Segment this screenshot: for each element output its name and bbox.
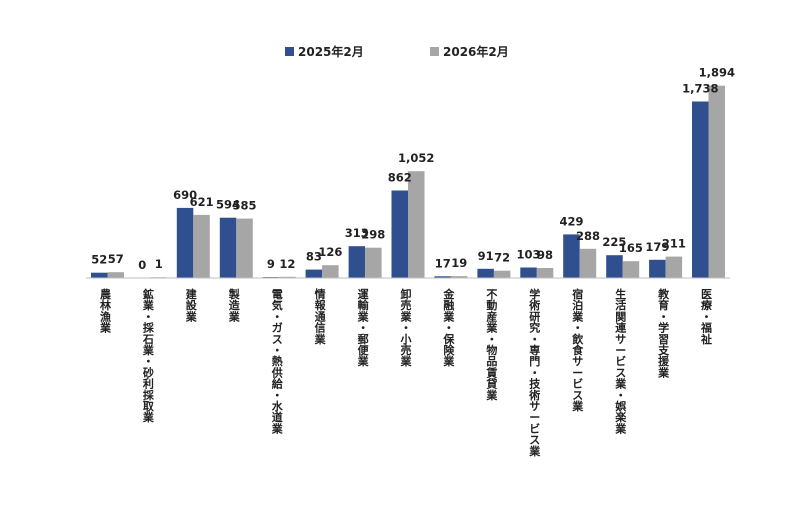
category-label-1: 鉱業・採石業・砂利採取業 bbox=[142, 287, 155, 424]
value-label-s1-c1: 1 bbox=[155, 257, 163, 271]
value-label-s1-c10: 98 bbox=[537, 248, 553, 262]
value-label-s0-c8: 17 bbox=[435, 256, 451, 270]
bar-s1-c11 bbox=[579, 248, 597, 278]
category-label-4: 電気・ガス・熱供給・水道業 bbox=[271, 288, 284, 435]
bar-s0-c5 bbox=[305, 269, 323, 278]
value-label-s1-c2: 621 bbox=[190, 195, 214, 209]
value-label-s1-c5: 126 bbox=[318, 245, 342, 259]
category-label-12: 生活関連サービス業・娯楽業 bbox=[614, 287, 627, 435]
bar-s0-c3 bbox=[219, 217, 237, 278]
value-label-s1-c13: 211 bbox=[662, 237, 686, 251]
category-label-10: 学術研究・専門・技術サービス業 bbox=[528, 287, 541, 458]
value-label-s1-c11: 288 bbox=[576, 229, 600, 243]
bar-s0-c8 bbox=[434, 276, 451, 278]
value-label-s0-c1: 0 bbox=[138, 258, 146, 272]
value-label-s0-c3: 594 bbox=[216, 198, 240, 212]
bar-s1-c10 bbox=[536, 268, 554, 278]
value-label-s0-c9: 91 bbox=[478, 249, 494, 263]
value-label-s0-c12: 225 bbox=[602, 235, 626, 249]
value-label-s1-c8: 19 bbox=[451, 256, 467, 270]
category-label-8: 金融業・保険業 bbox=[442, 287, 455, 368]
value-label-s0-c5: 83 bbox=[306, 250, 322, 264]
value-label-s0-c10: 103 bbox=[516, 248, 540, 262]
category-label-13: 教育・学習支援業 bbox=[657, 287, 670, 379]
bar-s1-c12 bbox=[622, 261, 640, 278]
bar-s1-c14 bbox=[708, 85, 725, 278]
value-label-s1-c0: 57 bbox=[108, 252, 124, 266]
bars-layer bbox=[91, 85, 725, 278]
legend-swatch-series-1 bbox=[430, 47, 439, 56]
bar-s1-c9 bbox=[493, 270, 511, 278]
bar-s1-c13 bbox=[665, 256, 683, 278]
value-label-s0-c14: 1,738 bbox=[682, 82, 718, 96]
value-label-s0-c7: 862 bbox=[388, 171, 412, 185]
legend: 2025年2月 2026年2月 bbox=[285, 44, 509, 59]
category-labels-layer: 農林漁業 鉱業・採石業・砂利採取業 建設業 製造業 電気・ガス・熱供給・水道業 情報通信業… bbox=[99, 287, 713, 458]
bar-s0-c13 bbox=[649, 259, 666, 278]
bar-s1-c3 bbox=[236, 218, 253, 278]
category-label-2: 建設業 bbox=[185, 287, 198, 323]
category-label-0: 農林漁業 bbox=[99, 287, 112, 335]
bar-s1-c6 bbox=[365, 247, 382, 278]
value-label-s1-c14: 1,894 bbox=[699, 66, 735, 80]
bar-s0-c11 bbox=[563, 234, 580, 278]
value-label-s0-c2: 690 bbox=[173, 188, 197, 202]
category-label-5: 情報通信業 bbox=[314, 287, 327, 346]
value-label-s1-c9: 72 bbox=[494, 251, 510, 265]
bar-s0-c9 bbox=[477, 268, 494, 278]
value-label-s1-c6: 298 bbox=[361, 228, 385, 242]
bar-s0-c12 bbox=[606, 255, 623, 278]
category-label-6: 運輸業・郵便業 bbox=[357, 288, 370, 368]
value-label-s0-c11: 429 bbox=[559, 214, 583, 228]
value-label-s0-c0: 52 bbox=[91, 253, 107, 267]
category-label-7: 卸売業・小売業 bbox=[400, 287, 413, 368]
bar-s1-c0 bbox=[107, 272, 124, 278]
bar-s0-c6 bbox=[348, 246, 366, 278]
bar-s1-c2 bbox=[193, 214, 210, 278]
legend-label-series-1: 2026年2月 bbox=[443, 44, 509, 59]
bar-s1-c5 bbox=[322, 265, 339, 278]
legend-label-series-0: 2025年2月 bbox=[298, 44, 364, 59]
bar-s1-c8 bbox=[450, 276, 468, 278]
value-label-s1-c12: 165 bbox=[619, 241, 643, 255]
bar-s0-c10 bbox=[520, 267, 537, 278]
legend-swatch-series-0 bbox=[285, 47, 294, 56]
category-label-11: 宿泊業・飲食サービス業 bbox=[571, 287, 584, 413]
category-label-14: 医療・福祉 bbox=[700, 288, 713, 346]
value-label-s1-c3: 585 bbox=[232, 199, 256, 213]
value-label-s1-c7: 1,052 bbox=[398, 151, 434, 165]
value-label-s0-c4: 9 bbox=[267, 257, 275, 271]
category-label-9: 不動産業・物品賃貸業 bbox=[485, 288, 498, 402]
category-label-3: 製造業 bbox=[228, 287, 241, 323]
bar-s0-c0 bbox=[91, 272, 108, 278]
bar-s0-c2 bbox=[176, 207, 194, 278]
value-label-s0-c6: 313 bbox=[345, 226, 369, 240]
bar-s0-c14 bbox=[692, 101, 709, 278]
bar-s1-c4 bbox=[279, 276, 296, 278]
value-label-s1-c4: 12 bbox=[279, 257, 295, 271]
bar-s0-c7 bbox=[391, 190, 408, 278]
value-label-s0-c13: 179 bbox=[645, 240, 669, 254]
bar-s1-c7 bbox=[408, 171, 425, 278]
